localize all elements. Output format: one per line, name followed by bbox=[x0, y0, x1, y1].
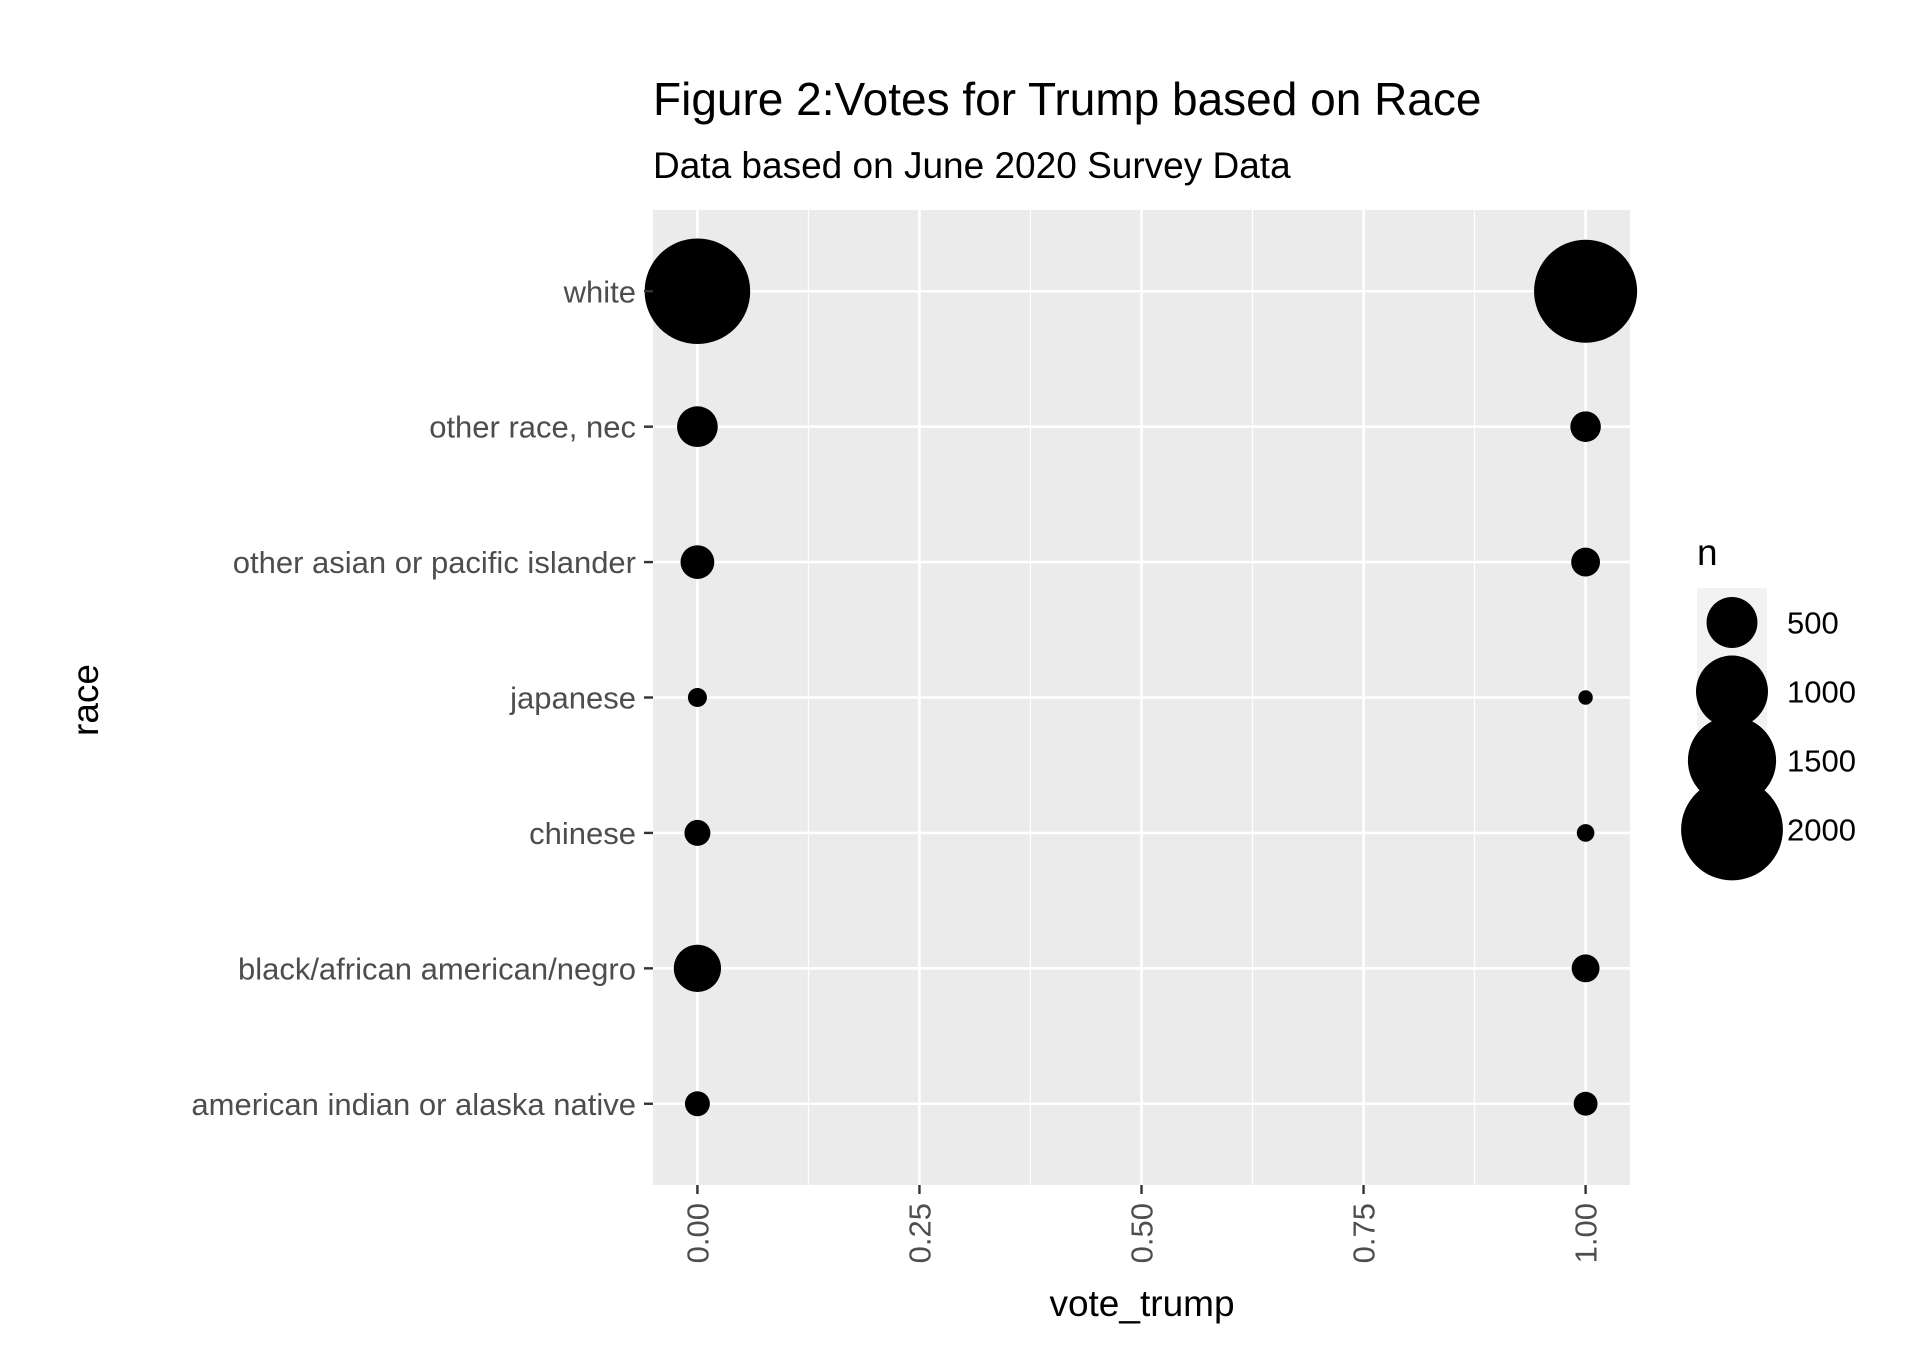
data-point bbox=[1571, 954, 1600, 983]
legend-key bbox=[1687, 716, 1777, 805]
y-axis-title: race bbox=[65, 664, 106, 736]
grid-major bbox=[653, 210, 1630, 1185]
x-tick-label: 0.50 bbox=[1125, 1203, 1160, 1263]
data-point bbox=[677, 406, 718, 448]
x-tick-label: 0.00 bbox=[680, 1203, 715, 1263]
chart-subtitle: Data based on June 2020 Survey Data bbox=[653, 145, 1291, 186]
data-point bbox=[680, 545, 715, 579]
data-point bbox=[1576, 824, 1595, 842]
data-point bbox=[1534, 239, 1638, 343]
data-point bbox=[687, 687, 707, 708]
data-point bbox=[684, 819, 711, 846]
legend-title: n bbox=[1697, 532, 1718, 573]
y-tick-label: white bbox=[563, 274, 636, 309]
x-tick-label: 1.00 bbox=[1569, 1203, 1604, 1263]
y-tick-label: other asian or pacific islander bbox=[233, 545, 636, 580]
data-points bbox=[644, 238, 1638, 1117]
y-tick-label: black/african american/negro bbox=[238, 951, 636, 986]
data-point bbox=[684, 1091, 710, 1117]
legend-label: 2000 bbox=[1787, 813, 1856, 848]
size-legend: n 500 1000 1500 2000 bbox=[1681, 532, 1856, 881]
legend-label: 1000 bbox=[1787, 675, 1856, 710]
data-point bbox=[1578, 690, 1593, 705]
legend-label: 1500 bbox=[1787, 744, 1856, 779]
x-tick-label: 0.25 bbox=[902, 1203, 937, 1263]
y-tick-label: japanese bbox=[509, 681, 636, 716]
data-point bbox=[1570, 411, 1601, 442]
y-tick-label: american indian or alaska native bbox=[191, 1087, 636, 1122]
x-tick-label: 0.75 bbox=[1347, 1203, 1382, 1263]
data-point bbox=[673, 944, 722, 992]
data-point bbox=[1571, 547, 1600, 577]
y-tick-label: chinese bbox=[529, 816, 636, 851]
y-axis: american indian or alaska native black/af… bbox=[191, 274, 653, 1122]
x-axis: 0.00 0.25 0.50 0.75 1.00 bbox=[680, 1185, 1604, 1263]
data-point bbox=[1573, 1091, 1598, 1116]
legend-label: 500 bbox=[1787, 606, 1839, 641]
legend-key bbox=[1696, 655, 1768, 728]
x-axis-title: vote_trump bbox=[1049, 1283, 1234, 1324]
legend-key bbox=[1706, 597, 1758, 648]
data-point bbox=[644, 238, 751, 345]
y-tick-label: other race, nec bbox=[429, 410, 636, 445]
chart-title: Figure 2:Votes for Trump based on Race bbox=[653, 73, 1481, 125]
legend-key bbox=[1681, 778, 1783, 881]
